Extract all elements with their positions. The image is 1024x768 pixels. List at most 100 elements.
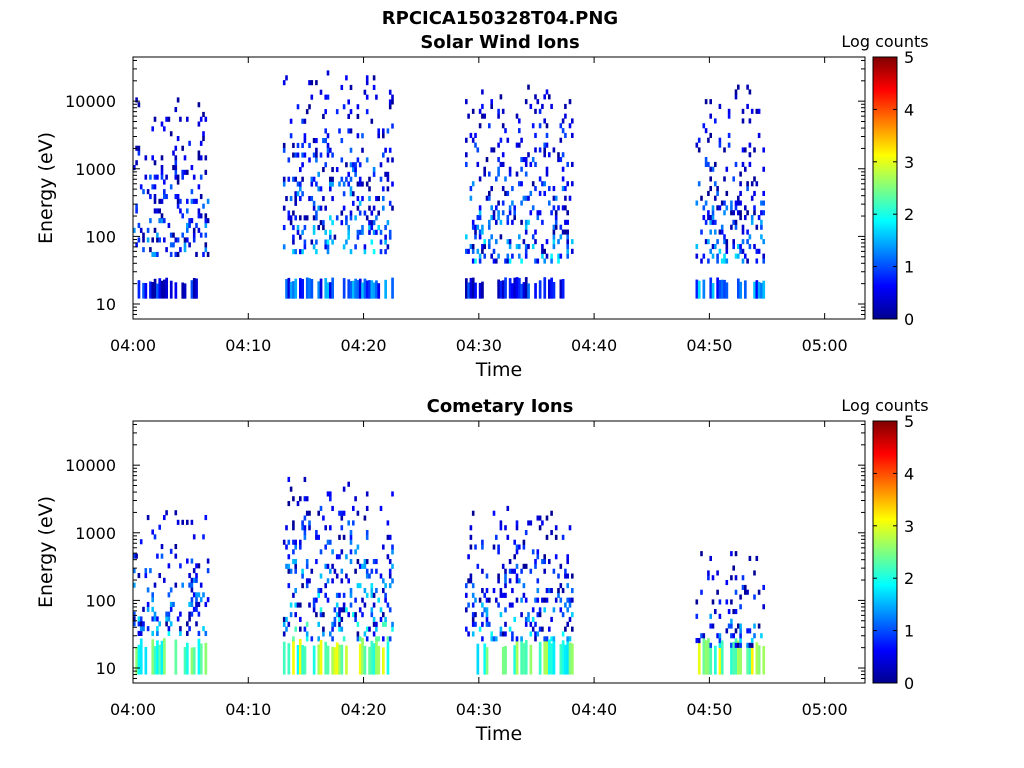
heatmap-cell [490,103,493,109]
heatmap-cell [529,568,533,574]
y-axis-label: Energy (eV) [35,132,57,244]
heatmap-cell [541,559,544,565]
heatmap-cell [709,229,712,235]
heatmap-cell [354,568,357,574]
heatmap-cell [554,215,558,221]
heatmap-cell [160,165,164,171]
heatmap-cell [545,253,549,259]
heatmap-cell [292,525,295,531]
heatmap-cell [315,249,318,255]
heatmap-cell [718,613,722,619]
heatmap-cell [340,220,344,226]
heatmap-cell [515,113,519,119]
heatmap-cell [368,186,371,192]
heatmap-cell [197,630,201,636]
heatmap-cell [504,128,507,134]
colorbar-tick-label: 3 [904,153,914,172]
heatmap-cell [497,215,500,221]
heatmap-cell [527,219,530,225]
heatmap-cell [497,200,500,206]
heatmap-cell [571,132,574,138]
heatmap-cell [739,181,742,187]
heatmap-cell [156,251,159,257]
heatmap-cell [331,549,334,555]
y-tick-label: 10000 [65,92,116,111]
heatmap-cell [361,147,364,153]
heatmap-cell [753,205,756,211]
heatmap-cell [541,103,544,109]
heatmap-cell [465,152,468,158]
heatmap-cell [361,597,364,603]
heatmap-cell [282,539,286,545]
heatmap-cell [139,616,143,622]
heatmap-cell [718,280,722,299]
heatmap-cell [303,626,307,632]
heatmap-cell [349,559,353,565]
heatmap-cell [365,505,369,511]
heatmap-cell [317,205,320,211]
heatmap-cell [709,555,712,561]
heatmap-cell [497,142,500,148]
heatmap-cell [365,215,369,221]
heatmap-cell [379,162,383,168]
heatmap-cell [552,147,556,153]
heatmap-cell [471,244,475,250]
heatmap-cell [165,616,168,622]
heatmap-cell [534,563,537,569]
heatmap-cell [739,638,742,644]
heatmap-cell [720,229,724,235]
heatmap-cell [564,626,567,632]
heatmap-cell [181,232,184,238]
heatmap-cell [315,210,318,216]
heatmap-cell [541,626,544,632]
heatmap-cell [303,239,307,245]
heatmap-cell [354,549,357,555]
heatmap-cell [508,278,512,299]
heatmap-cell [296,229,300,235]
heatmap-cell [153,116,157,122]
heatmap-cell [727,623,731,629]
heatmap-cell [356,104,360,110]
heatmap-cell [554,210,558,216]
heatmap-cell [391,563,394,569]
heatmap-cell [282,181,286,187]
heatmap-cell [137,150,141,156]
heatmap-cell [153,582,157,588]
heatmap-cell [135,242,138,248]
heatmap-cell [709,623,712,629]
heatmap-cell [361,637,364,675]
heatmap-cell [515,563,519,569]
heatmap-cell [294,196,297,202]
heatmap-cell [282,225,286,231]
heatmap-cell [317,636,320,642]
heatmap-cell [711,219,715,225]
heatmap-cell [347,181,350,187]
heatmap-cell [163,577,166,583]
heatmap-cell [292,239,295,245]
heatmap-cell [188,242,191,248]
heatmap-cell [192,237,196,243]
heatmap-cell [543,607,546,613]
heatmap-cell [497,544,500,550]
heatmap-cell [490,205,493,211]
heatmap-cell [324,641,328,675]
heatmap-cell [190,601,194,607]
heatmap-cell [481,224,484,230]
heatmap-cell [317,171,320,177]
heatmap-cell [744,215,747,221]
heatmap-cell [702,633,706,639]
heatmap-cell [388,234,392,240]
heatmap-cell [741,584,745,590]
heatmap-cell [527,195,530,201]
heatmap-cell [190,519,194,525]
heatmap-cell [471,631,475,637]
heatmap-cell [310,636,314,642]
heatmap-cell [338,510,341,516]
heatmap-cell [349,84,353,90]
heatmap-cell [718,642,722,648]
heatmap-cell [550,103,553,109]
heatmap-cell [183,237,187,243]
heatmap-cell [483,166,486,172]
heatmap-cell [495,239,498,245]
heatmap-cell [471,224,475,230]
